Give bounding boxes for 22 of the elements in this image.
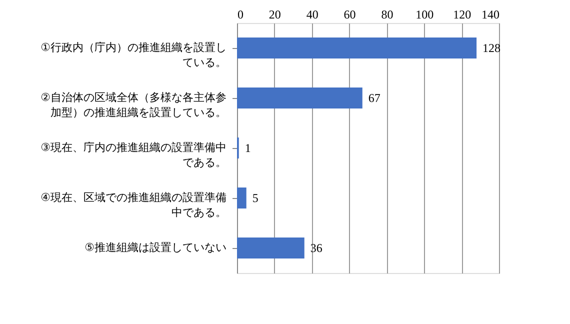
y-tick-label: ④現在、区域での推進組織の設置準備中である。 xyxy=(40,191,226,219)
y-tick-label: ①行政内（庁内）の推進組織を設置している。 xyxy=(40,41,226,69)
x-tick-label: 20 xyxy=(268,8,281,22)
x-tick-label: 120 xyxy=(453,8,472,22)
x-tick-label: 80 xyxy=(381,8,394,22)
x-tick-label: 140 xyxy=(482,8,500,22)
bar xyxy=(237,38,477,58)
data-label: 67 xyxy=(368,91,380,105)
data-label: 1 xyxy=(244,141,251,155)
x-tick-label: 0 xyxy=(238,8,244,22)
bar xyxy=(237,88,362,108)
data-label: 128 xyxy=(482,41,501,55)
x-tick-label: 40 xyxy=(306,8,318,22)
y-tick-label: ②自治体の区域全体（多様な各主体参加型）の推進組織を設置している。 xyxy=(40,91,226,119)
x-tick-label: 60 xyxy=(344,8,356,22)
bar xyxy=(237,238,304,258)
y-tick-label: ③現在、庁内の推進組織の設置準備中である。 xyxy=(40,141,226,169)
bar xyxy=(237,188,246,208)
data-label: 5 xyxy=(252,191,258,205)
x-tick-label: 100 xyxy=(416,8,434,22)
y-tick-label: ⑤推進組織は設置していない xyxy=(84,241,226,254)
data-label: 36 xyxy=(310,241,322,255)
